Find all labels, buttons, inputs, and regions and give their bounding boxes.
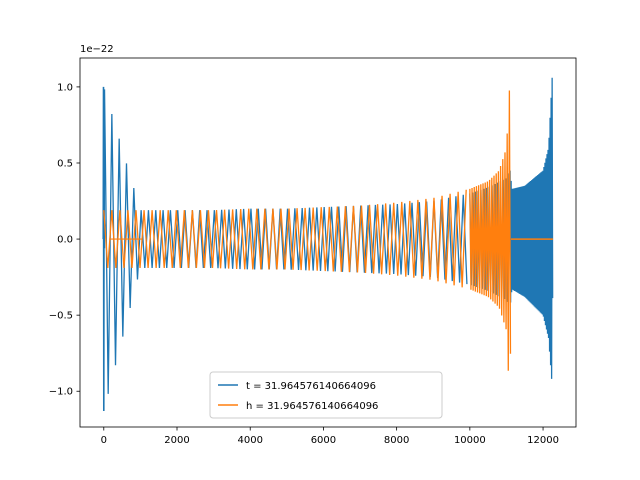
x-tick-label: 0 [101,435,107,446]
series-t-segment-2 [509,77,554,379]
plot-frame [79,57,577,428]
legend-label: t = 31.964576140664096 [246,381,376,392]
x-tick-label: 10000 [454,435,486,446]
legend-label: h = 31.964576140664096 [246,401,378,412]
y-tick-label: 0.5 [57,158,73,169]
y-tick-label: 0.0 [57,235,73,246]
series-h-segment-1 [469,90,512,371]
y-tick-label: −1.0 [49,387,73,398]
legend-box [209,371,443,419]
x-tick-label: 2000 [164,435,189,446]
axes-layer: 0 2000 4000 6000 8000 10000 12000 −1.0 −0.5 0.0 0.… [49,57,577,446]
x-tick-label: 8000 [384,435,409,446]
y-scale-label: 1e−22 [80,44,114,55]
series-t-segment-0 [103,89,468,394]
series-h-segment-0 [103,189,467,288]
legend: t = 31.964576140664096 h = 31.96457614066… [209,371,443,419]
y-tick-label: 1.0 [57,82,73,93]
series-layer [102,77,554,412]
x-tick-label: 6000 [311,435,336,446]
x-tick-label: 12000 [527,435,559,446]
series-h [103,90,553,371]
series-t-initial-spike [102,86,106,412]
y-tick-label: −0.5 [49,311,73,322]
x-tick-label: 4000 [237,435,262,446]
